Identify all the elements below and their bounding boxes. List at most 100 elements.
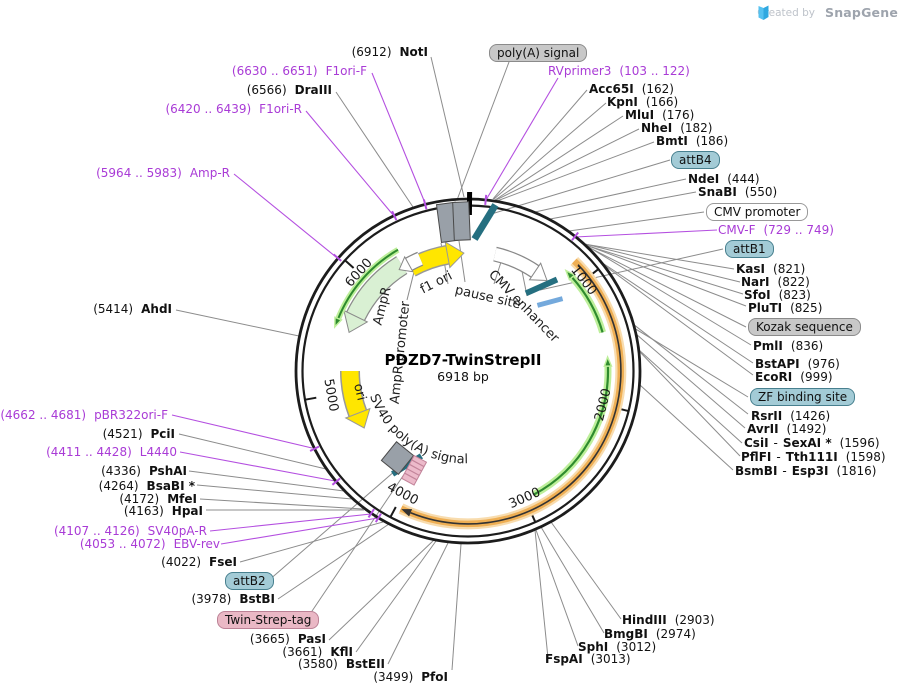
site-position: (1426) bbox=[790, 409, 831, 423]
site-name: CsiI bbox=[744, 436, 769, 450]
site-position: (5414) bbox=[93, 302, 134, 316]
site-position: (3665) bbox=[249, 632, 290, 646]
site-name: PciI bbox=[150, 427, 176, 441]
position-label-5000: 5000 bbox=[320, 378, 341, 413]
site-name-2: Esp3I bbox=[791, 464, 829, 478]
site-position: (823) bbox=[778, 288, 811, 302]
label-AvrII: AvrII (1492) bbox=[747, 422, 826, 436]
ampr-direction-arrow bbox=[334, 247, 400, 329]
site-name: BstAPI bbox=[755, 357, 800, 371]
label-AhdI: (5414) AhdI bbox=[93, 302, 172, 316]
label-Twin-Strep-tag: Twin-Strep-tag bbox=[217, 611, 320, 629]
label-NotI: (6912) NotI bbox=[352, 45, 428, 59]
label-PasI: (3665) PasI bbox=[250, 632, 326, 646]
site-position: (4521) bbox=[102, 427, 143, 441]
label-RVprimer3: RVprimer3 (103 .. 122) bbox=[548, 64, 690, 78]
site-position: (2903) bbox=[674, 613, 715, 627]
label-FseI: (4022) FseI bbox=[161, 555, 237, 569]
label-F1ori-R: (6420 .. 6439) F1ori-R bbox=[165, 102, 302, 116]
label-BmtI: BmtI (186) bbox=[656, 134, 728, 148]
primer-range: (4411 .. 4428) bbox=[46, 445, 132, 459]
ori-arrow bbox=[339, 370, 371, 429]
label-PfoI: (3499) PfoI bbox=[373, 670, 448, 684]
site-position: (2974) bbox=[655, 627, 696, 641]
plasmid-size: 6918 bp bbox=[437, 369, 489, 384]
label-ZF-binding-site: ZF binding site bbox=[750, 388, 856, 406]
primer-range: (103 .. 122) bbox=[619, 64, 690, 78]
label-Kozak-sequence: Kozak sequence bbox=[748, 318, 861, 336]
primer-callout-lines bbox=[171, 72, 718, 545]
site-position: (6912) bbox=[351, 45, 392, 59]
label-PflFI-Tth111I: PflFI - Tth111I (1598) bbox=[741, 450, 886, 464]
site-name: Acc65I bbox=[589, 82, 634, 96]
primer-name: EBV-rev bbox=[173, 537, 220, 551]
primer-range: (4107 .. 4126) bbox=[53, 524, 140, 538]
site-name: HindIII bbox=[622, 613, 667, 627]
site-name: BstEII bbox=[345, 657, 385, 671]
snapgene-watermark: Created by SnapGene bbox=[757, 5, 898, 20]
site-name: KasI bbox=[736, 262, 766, 276]
label-F1ori-F: (6630 .. 6651) F1ori-F bbox=[232, 64, 367, 78]
callout-lines bbox=[175, 56, 754, 671]
site-position: (3661) bbox=[282, 645, 323, 659]
label-BstAPI: BstAPI (976) bbox=[755, 357, 840, 371]
label-SnaBI: SnaBI (550) bbox=[698, 185, 777, 199]
label-SV40pA-R: (4107 .. 4126) SV40pA-R bbox=[54, 524, 207, 538]
site-position: (1816) bbox=[836, 464, 877, 478]
label-attB1: attB1 bbox=[725, 240, 774, 258]
label-Amp-R: (5964 .. 5983) Amp-R bbox=[96, 166, 230, 180]
label-PmlI: PmlI (836) bbox=[753, 339, 823, 353]
site-name: NotI bbox=[399, 45, 429, 59]
label-HindIII: HindIII (2903) bbox=[622, 613, 715, 627]
site-name: PasI bbox=[297, 632, 326, 646]
orf-arrow bbox=[398, 257, 627, 530]
site-name: KflI bbox=[330, 645, 353, 659]
primer-name: pBR322ori-F bbox=[94, 408, 168, 422]
label-BstEII: (3580) BstEII bbox=[298, 657, 385, 671]
label-BsmBI-Esp3I: BsmBI - Esp3I (1816) bbox=[735, 464, 876, 478]
label-attB2: attB2 bbox=[225, 572, 274, 590]
site-position: (4336) bbox=[101, 464, 141, 478]
site-name: NheI bbox=[641, 121, 673, 135]
label-KflI: (3661) KflI bbox=[282, 645, 353, 659]
attb4-feature bbox=[471, 203, 499, 241]
site-position: (550) bbox=[744, 185, 778, 199]
label-DraIII: (6566) DraIII bbox=[247, 83, 332, 97]
primer-range: (6630 .. 6651) bbox=[231, 64, 318, 78]
site-position: (4264) bbox=[98, 479, 139, 493]
site-position: (1492) bbox=[786, 422, 827, 436]
label-L4440: (4411 .. 4428) L4440 bbox=[46, 445, 177, 459]
position-label-4000: 4000 bbox=[384, 480, 420, 509]
sv40-polya-feature bbox=[380, 441, 415, 475]
cmv-enhancer-arrow bbox=[493, 246, 548, 282]
label-NdeI: NdeI (444) bbox=[688, 172, 760, 186]
label-SfoI: SfoI (823) bbox=[744, 288, 811, 302]
plasmid-name: PDZD7-TwinStrepII bbox=[385, 351, 542, 369]
ampr-arrow bbox=[343, 256, 408, 334]
site-separator: - bbox=[782, 464, 787, 478]
primer-name: F1ori-F bbox=[325, 64, 367, 78]
site-name: PluTI bbox=[748, 301, 783, 315]
f1-ori-label: f1 ori bbox=[418, 269, 455, 298]
label-BmgBI: BmgBI (2974) bbox=[604, 627, 696, 641]
site-position: (444) bbox=[727, 172, 760, 186]
primer-name: L4440 bbox=[139, 445, 177, 459]
site-name: AhdI bbox=[141, 302, 172, 316]
label-EBV-rev: (4053 .. 4072) EBV-rev bbox=[80, 537, 220, 551]
site-name: SnaBI bbox=[698, 185, 737, 199]
site-name: SfoI bbox=[744, 288, 771, 302]
site-position: (976) bbox=[807, 357, 840, 371]
site-name: SphI bbox=[578, 640, 609, 654]
site-name: BmtI bbox=[656, 134, 688, 148]
label-HpaI: (4163) HpaI bbox=[124, 504, 203, 518]
label-EcoRI: EcoRI (999) bbox=[755, 370, 833, 384]
site-position: (162) bbox=[641, 82, 674, 96]
label-polyA-signal: poly(A) signal bbox=[489, 44, 588, 62]
ori-label: ori bbox=[350, 382, 369, 402]
label-KasI: KasI (821) bbox=[736, 262, 805, 276]
site-position: (3978) bbox=[191, 592, 232, 606]
primer-range: (729 .. 749) bbox=[763, 223, 834, 237]
primer-name: Amp-R bbox=[189, 166, 230, 180]
site-name: AvrII bbox=[747, 422, 779, 436]
label-SphI: SphI (3012) bbox=[578, 640, 656, 654]
